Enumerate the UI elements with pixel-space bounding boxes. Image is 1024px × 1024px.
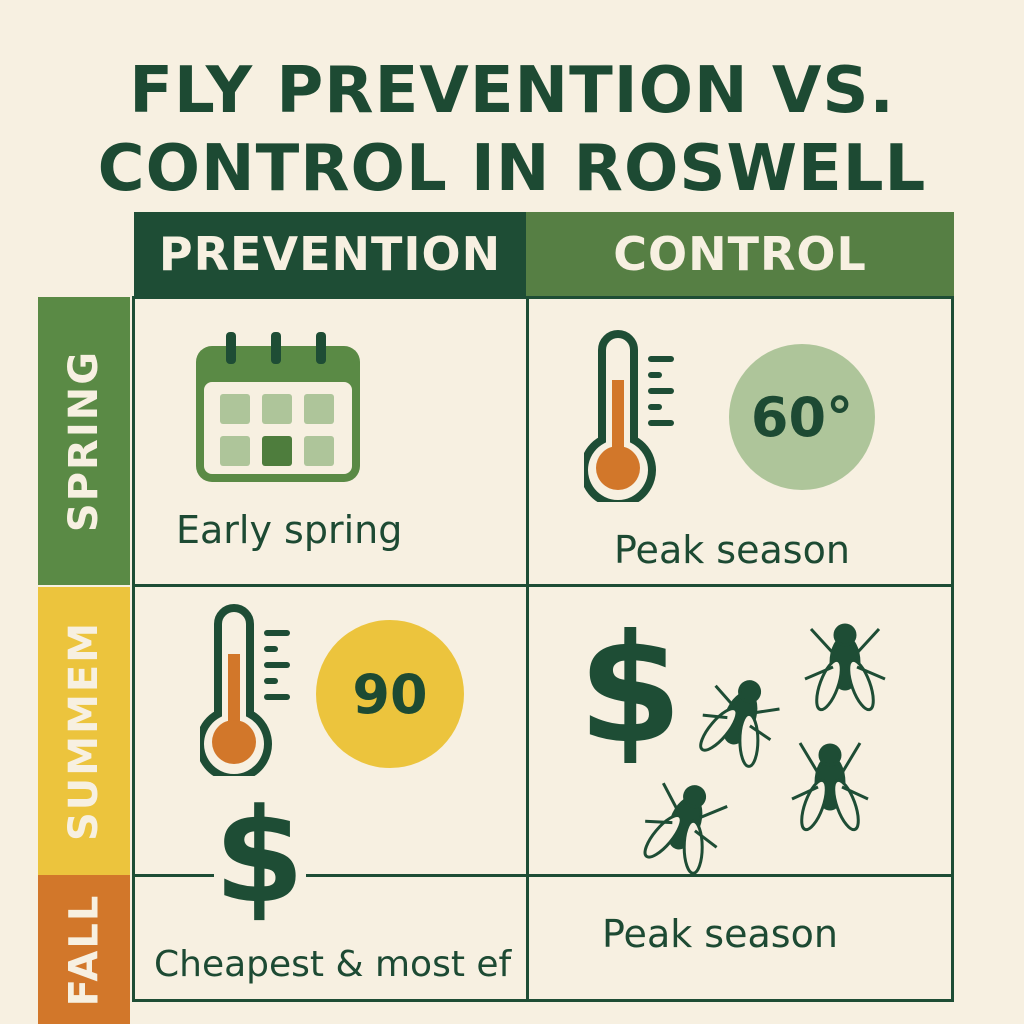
grid-divider <box>306 874 954 877</box>
grid-divider <box>526 296 529 1002</box>
dollar-icon: $ <box>578 603 683 777</box>
page-title: FLY PREVENTION VS. CONTROL IN ROSWELL <box>0 52 1024 208</box>
calendar-icon <box>196 332 360 482</box>
cell-text: Cheapest & most ef <box>154 944 512 985</box>
fly-icons <box>643 623 886 875</box>
row-label-summer: SUMMEM <box>38 587 130 875</box>
temperature-badge: 90 <box>316 620 464 768</box>
column-header-control: CONTROL <box>526 212 954 296</box>
row-label-fall: FALL <box>38 875 130 1024</box>
grid-divider <box>132 874 214 877</box>
dollar-icon: $ <box>214 780 305 932</box>
cell-text: Early spring <box>176 508 403 552</box>
row-label-spring: SPRING <box>38 297 130 585</box>
temperature-badge: 60° <box>729 344 875 490</box>
title-line-2: CONTROL IN ROSWELL <box>97 132 927 206</box>
thermometer-icon <box>200 604 290 776</box>
cell-text: Peak season <box>602 912 838 956</box>
column-header-prevention: PREVENTION <box>134 212 526 296</box>
comparison-grid <box>132 296 954 1002</box>
title-line-1: FLY PREVENTION VS. <box>129 54 895 128</box>
grid-divider <box>132 584 954 587</box>
thermometer-icon <box>584 330 674 502</box>
cell-text: Peak season <box>614 528 850 572</box>
